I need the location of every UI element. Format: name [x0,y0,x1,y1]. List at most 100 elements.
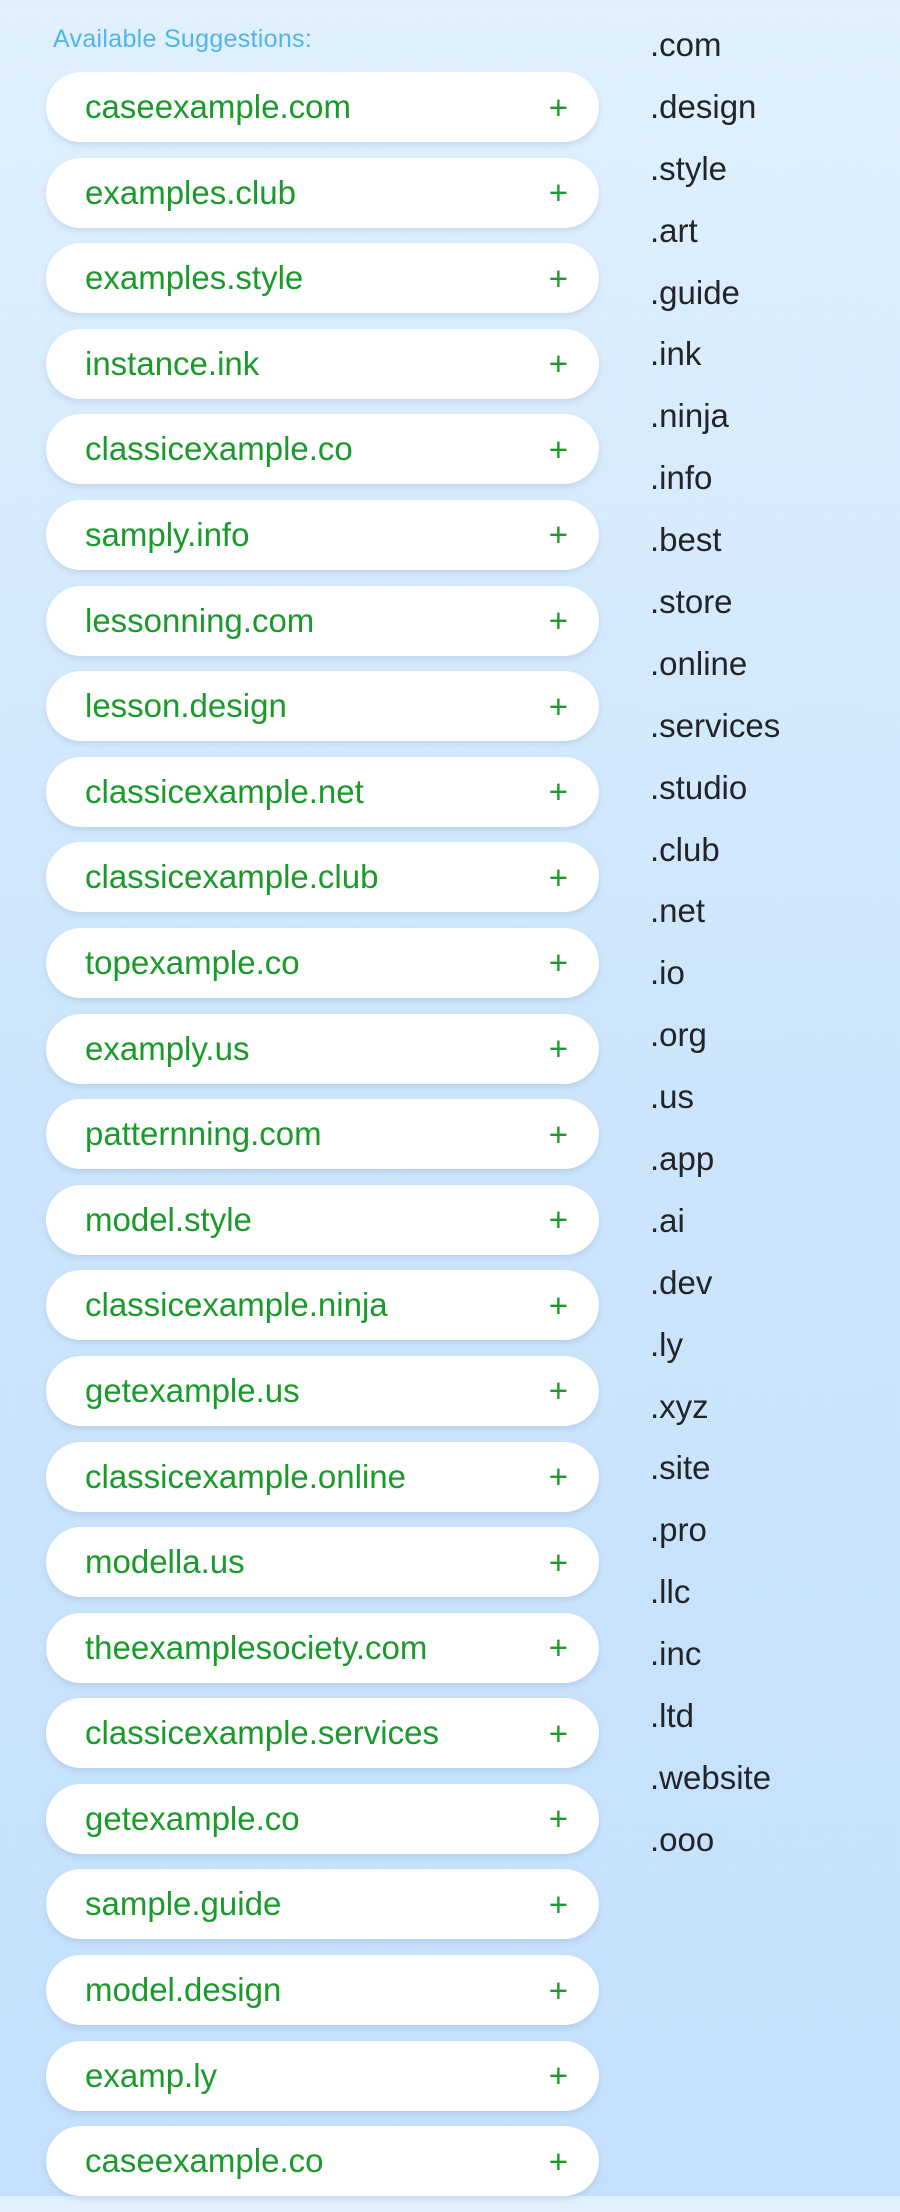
suggestion-item[interactable]: modella.us + [46,1527,599,1598]
suggestion-domain: classicexample.services [85,1714,439,1752]
plus-icon[interactable]: + [548,687,568,725]
plus-icon[interactable]: + [548,1115,568,1153]
tld-option[interactable]: .ooo [650,1820,715,1858]
suggestion-domain: getexample.co [85,1799,300,1837]
plus-icon[interactable]: + [548,773,568,811]
tld-option[interactable]: .site [650,1449,711,1487]
suggestion-item[interactable]: instance.ink + [46,328,599,399]
suggestion-item[interactable]: examples.style + [46,243,599,314]
suggestion-item[interactable]: classicexample.co + [46,414,599,485]
tld-option[interactable]: .info [650,459,713,497]
suggestion-domain: lesson.design [85,687,287,725]
tld-option[interactable]: .llc [650,1573,691,1611]
plus-icon[interactable]: + [548,2142,568,2180]
plus-icon[interactable]: + [548,1201,568,1239]
suggestion-domain: classicexample.co [85,430,353,468]
suggestion-item[interactable]: classicexample.online + [46,1441,599,1512]
suggestion-item[interactable]: classicexample.ninja + [46,1270,599,1341]
suggestion-domain: lessonning.com [85,601,315,639]
tld-option[interactable]: .dev [650,1263,713,1301]
suggestion-domain: examp.ly [85,2056,218,2094]
suggestions-heading: Available Suggestions: [53,25,313,53]
suggestion-item[interactable]: lesson.design + [46,671,599,742]
plus-icon[interactable]: + [548,2057,568,2095]
plus-icon[interactable]: + [548,1372,568,1410]
plus-icon[interactable]: + [548,88,568,126]
suggestion-item[interactable]: caseexample.co + [46,2126,599,2197]
suggestion-domain: classicexample.ninja [85,1286,388,1324]
plus-icon[interactable]: + [548,858,568,896]
plus-icon[interactable]: + [548,1286,568,1324]
suggestion-item[interactable]: classicexample.net + [46,756,599,827]
suggestion-item[interactable]: classicexample.services + [46,1698,599,1769]
tld-option[interactable]: .ltd [650,1697,695,1735]
suggestion-item[interactable]: patternning.com + [46,1099,599,1170]
suggestion-item[interactable]: sample.guide + [46,1869,599,1940]
suggestion-item[interactable]: examp.ly + [46,2040,599,2111]
tld-option[interactable]: .us [650,1078,695,1116]
plus-icon[interactable]: + [548,1543,568,1581]
suggestion-domain: getexample.us [85,1371,300,1409]
tld-option[interactable]: .ai [650,1201,685,1239]
tld-list: .com .design .style .art .guide .ink .ninja .in… [650,20,780,1877]
suggestion-domain: sample.guide [85,1885,282,1923]
suggestion-domain: examply.us [85,1029,250,1067]
tld-option[interactable]: .ninja [650,397,729,435]
suggestion-item[interactable]: samply.info + [46,499,599,570]
tld-option[interactable]: .ly [650,1325,683,1363]
suggestion-item[interactable]: topexample.co + [46,927,599,998]
suggestion-item[interactable]: getexample.co + [46,1783,599,1854]
plus-icon[interactable]: + [548,1030,568,1068]
suggestion-domain: classicexample.club [85,858,379,896]
suggestion-item[interactable]: examply.us + [46,1013,599,1084]
tld-option[interactable]: .net [650,892,706,930]
tld-option[interactable]: .guide [650,273,740,311]
tld-option[interactable]: .website [650,1758,772,1796]
plus-icon[interactable]: + [548,1971,568,2009]
plus-icon[interactable]: + [548,345,568,383]
plus-icon[interactable]: + [548,516,568,554]
suggestion-item[interactable]: caseexample.com + [46,72,599,142]
suggestion-domain: modella.us [85,1543,245,1581]
plus-icon[interactable]: + [548,259,568,297]
suggestion-item[interactable]: model.style + [46,1184,599,1255]
plus-icon[interactable]: + [548,1800,568,1838]
tld-option[interactable]: .xyz [650,1387,709,1425]
tld-option[interactable]: .inc [650,1635,702,1673]
tld-option[interactable]: .best [650,521,722,559]
tld-option[interactable]: .style [650,149,728,187]
tld-option[interactable]: .store [650,583,733,621]
tld-option[interactable]: .io [650,954,685,992]
suggestion-item[interactable]: model.design + [46,1955,599,2026]
tld-option[interactable]: .app [650,1140,715,1178]
tld-option[interactable]: .pro [650,1511,707,1549]
suggestion-domain: examples.style [85,259,304,297]
tld-option[interactable]: .club [650,830,720,868]
tld-option[interactable]: .art [650,211,698,249]
plus-icon[interactable]: + [548,1458,568,1495]
plus-icon[interactable]: + [548,944,568,982]
suggestion-item[interactable]: classicexample.club + [46,842,599,913]
suggestion-domain: model.design [85,1971,282,2009]
suggestion-item[interactable]: examples.club + [46,157,599,228]
plus-icon[interactable]: + [548,174,568,212]
suggestion-domain: model.style [85,1200,252,1238]
suggestion-item[interactable]: getexample.us + [46,1355,599,1426]
plus-icon[interactable]: + [548,1629,568,1667]
plus-icon[interactable]: + [548,1885,568,1923]
suggestion-list: caseexample.com + examples.club + exampl… [46,72,599,2212]
tld-option[interactable]: .studio [650,768,748,806]
suggestion-domain: classicexample.online [85,1457,406,1495]
plus-icon[interactable]: + [548,430,568,468]
tld-option[interactable]: .com [650,26,722,63]
tld-option[interactable]: .online [650,644,748,682]
suggestion-item[interactable]: lessonning.com + [46,585,599,656]
plus-icon[interactable]: + [548,1714,568,1752]
tld-option[interactable]: .design [650,87,757,125]
tld-option[interactable]: .ink [650,335,702,373]
suggestion-domain: instance.ink [85,344,260,382]
plus-icon[interactable]: + [548,602,568,640]
tld-option[interactable]: .services [650,706,781,744]
tld-option[interactable]: .org [650,1016,707,1054]
suggestion-item[interactable]: theexamplesociety.com + [46,1612,599,1683]
